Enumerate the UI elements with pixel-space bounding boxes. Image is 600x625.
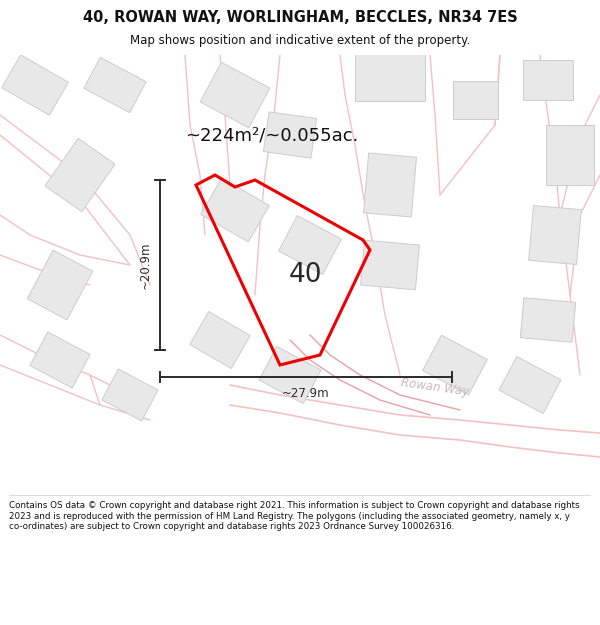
Polygon shape	[361, 240, 419, 290]
Polygon shape	[102, 369, 158, 421]
Polygon shape	[529, 206, 581, 264]
Text: ~27.9m: ~27.9m	[282, 387, 330, 400]
Polygon shape	[2, 55, 68, 115]
Polygon shape	[30, 332, 90, 388]
Polygon shape	[45, 138, 115, 212]
Text: ~224m²/~0.055ac.: ~224m²/~0.055ac.	[185, 126, 358, 144]
Text: 40, ROWAN WAY, WORLINGHAM, BECCLES, NR34 7ES: 40, ROWAN WAY, WORLINGHAM, BECCLES, NR34…	[83, 10, 517, 25]
Polygon shape	[452, 81, 497, 119]
Text: Map shows position and indicative extent of the property.: Map shows position and indicative extent…	[130, 34, 470, 47]
Polygon shape	[200, 62, 270, 127]
Polygon shape	[84, 58, 146, 112]
Text: Contains OS data © Crown copyright and database right 2021. This information is : Contains OS data © Crown copyright and d…	[9, 501, 580, 531]
Polygon shape	[499, 356, 561, 414]
Polygon shape	[259, 346, 321, 404]
Polygon shape	[278, 216, 341, 274]
Text: 40: 40	[288, 262, 322, 288]
Polygon shape	[422, 335, 487, 395]
Text: Rowan Way: Rowan Way	[400, 376, 470, 398]
Polygon shape	[27, 250, 93, 320]
Polygon shape	[520, 298, 575, 343]
Polygon shape	[546, 125, 594, 185]
Polygon shape	[364, 153, 416, 217]
Polygon shape	[355, 49, 425, 101]
Text: ~20.9m: ~20.9m	[139, 241, 152, 289]
Polygon shape	[523, 60, 573, 100]
Polygon shape	[190, 311, 250, 369]
Polygon shape	[200, 178, 269, 242]
Polygon shape	[263, 112, 317, 158]
